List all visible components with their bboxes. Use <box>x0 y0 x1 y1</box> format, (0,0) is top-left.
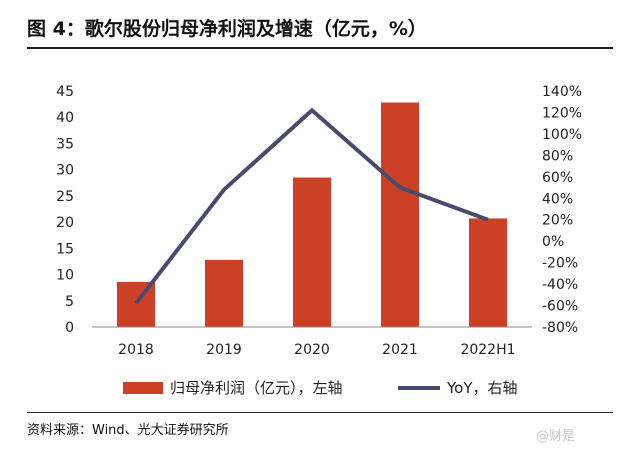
right-axis-tick-label: 120% <box>542 105 582 121</box>
right-axis-tick-label: 100% <box>542 127 582 143</box>
x-axis-tick-label: 2021 <box>382 342 418 358</box>
left-axis-tick-label: 20 <box>56 215 74 231</box>
right-axis-tick-label: 40% <box>542 191 573 207</box>
source-note: 资料来源：Wind、光大证券研究所 <box>27 423 229 438</box>
left-axis-tick-label: 35 <box>56 136 74 152</box>
right-axis-tick-label: 60% <box>542 170 573 186</box>
watermark: @财是 <box>536 429 576 444</box>
x-axis-tick-label: 2019 <box>206 342 242 358</box>
title-divider <box>27 47 613 49</box>
right-axis-tick-label: -20% <box>542 256 578 272</box>
right-axis-tick-label: 20% <box>542 213 573 229</box>
legend-bar-label: 归母净利润（亿元），左轴 <box>170 379 343 397</box>
right-axis-tick-label: -60% <box>542 299 578 315</box>
right-axis-tick-label: 0% <box>542 234 564 250</box>
left-axis-tick-label: 15 <box>56 241 74 257</box>
right-axis-tick-label: 80% <box>542 148 573 164</box>
chart-title: 图 4：歌尔股份归母净利润及增速（亿元，%） <box>27 18 427 40</box>
left-axis-tick-label: 0 <box>65 320 74 336</box>
right-axis-tick-label: -40% <box>542 277 578 293</box>
right-axis-tick-label: 140% <box>542 84 582 100</box>
legend-line-label: YoY，右轴 <box>446 379 518 397</box>
right-axis-tick-label: -80% <box>542 320 578 336</box>
left-axis-tick-label: 45 <box>56 84 74 100</box>
left-axis-tick-label: 5 <box>65 294 74 310</box>
bar-2019 <box>205 259 243 327</box>
x-axis-tick-label: 2022H1 <box>460 342 515 358</box>
left-axis-tick-label: 40 <box>56 110 74 126</box>
left-axis-tick-label: 30 <box>56 163 74 179</box>
legend-bar-swatch <box>123 382 163 394</box>
bar-2022H1 <box>469 218 507 327</box>
left-axis-tick-label: 25 <box>56 189 74 205</box>
left-axis-tick-label: 10 <box>56 268 74 284</box>
x-axis-tick-label: 2018 <box>118 342 154 358</box>
x-axis-tick-label: 2020 <box>294 342 330 358</box>
bar-2021 <box>381 102 419 327</box>
footer-divider <box>27 412 613 413</box>
bar-2020 <box>293 177 331 327</box>
